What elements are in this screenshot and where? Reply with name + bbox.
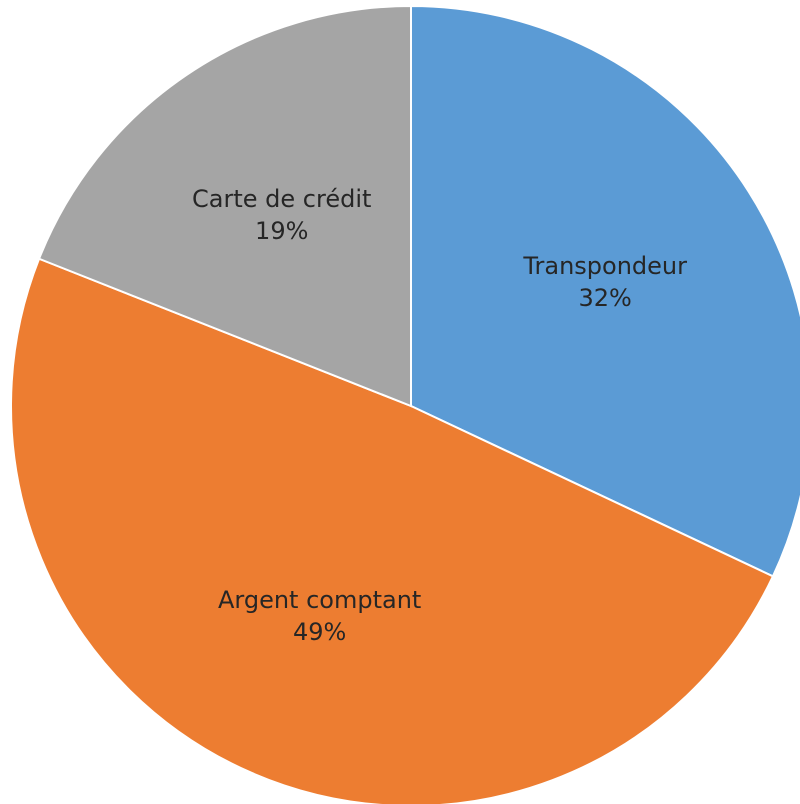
- slice-value-label: 32%: [579, 284, 632, 312]
- pie-slice: [37, 4, 412, 408]
- slice-value-label: 49%: [293, 618, 346, 646]
- slice-value-label: 19%: [255, 217, 308, 245]
- slice-label: Argent comptant: [218, 586, 421, 614]
- slice-label: Carte de crédit: [192, 185, 371, 213]
- pie-slice: [9, 257, 775, 804]
- pie-slice: [410, 4, 800, 578]
- slice-label: Transpondeur: [522, 252, 687, 280]
